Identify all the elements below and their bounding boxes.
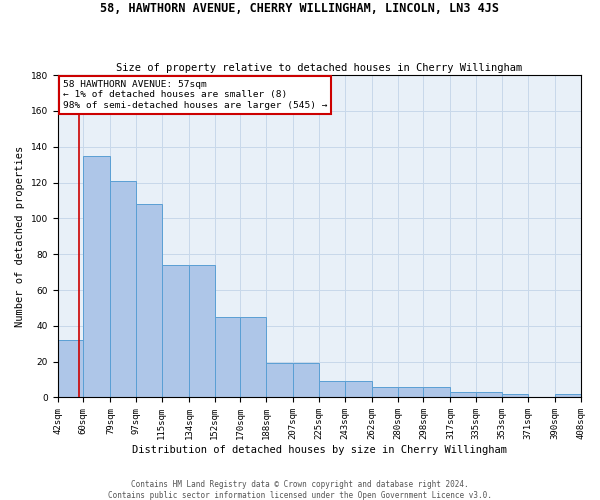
- X-axis label: Distribution of detached houses by size in Cherry Willingham: Distribution of detached houses by size …: [131, 445, 506, 455]
- Bar: [345, 382, 372, 398]
- Bar: [476, 392, 502, 398]
- Bar: [110, 181, 136, 398]
- Bar: [581, 394, 600, 398]
- Bar: [319, 382, 345, 398]
- Bar: [241, 317, 266, 398]
- Y-axis label: Number of detached properties: Number of detached properties: [15, 146, 25, 327]
- Bar: [189, 265, 215, 398]
- Text: Contains HM Land Registry data © Crown copyright and database right 2024.
Contai: Contains HM Land Registry data © Crown c…: [108, 480, 492, 500]
- Bar: [555, 394, 581, 398]
- Title: Size of property relative to detached houses in Cherry Willingham: Size of property relative to detached ho…: [116, 63, 522, 73]
- Bar: [215, 317, 241, 398]
- Bar: [372, 386, 398, 398]
- Bar: [451, 392, 476, 398]
- Bar: [293, 364, 319, 398]
- Bar: [424, 386, 451, 398]
- Bar: [83, 156, 110, 398]
- Bar: [136, 204, 162, 398]
- Text: 58 HAWTHORN AVENUE: 57sqm
← 1% of detached houses are smaller (8)
98% of semi-de: 58 HAWTHORN AVENUE: 57sqm ← 1% of detach…: [63, 80, 327, 110]
- Text: 58, HAWTHORN AVENUE, CHERRY WILLINGHAM, LINCOLN, LN3 4JS: 58, HAWTHORN AVENUE, CHERRY WILLINGHAM, …: [101, 2, 499, 16]
- Bar: [162, 265, 189, 398]
- Bar: [502, 394, 527, 398]
- Bar: [266, 364, 293, 398]
- Bar: [398, 386, 424, 398]
- Bar: [58, 340, 83, 398]
